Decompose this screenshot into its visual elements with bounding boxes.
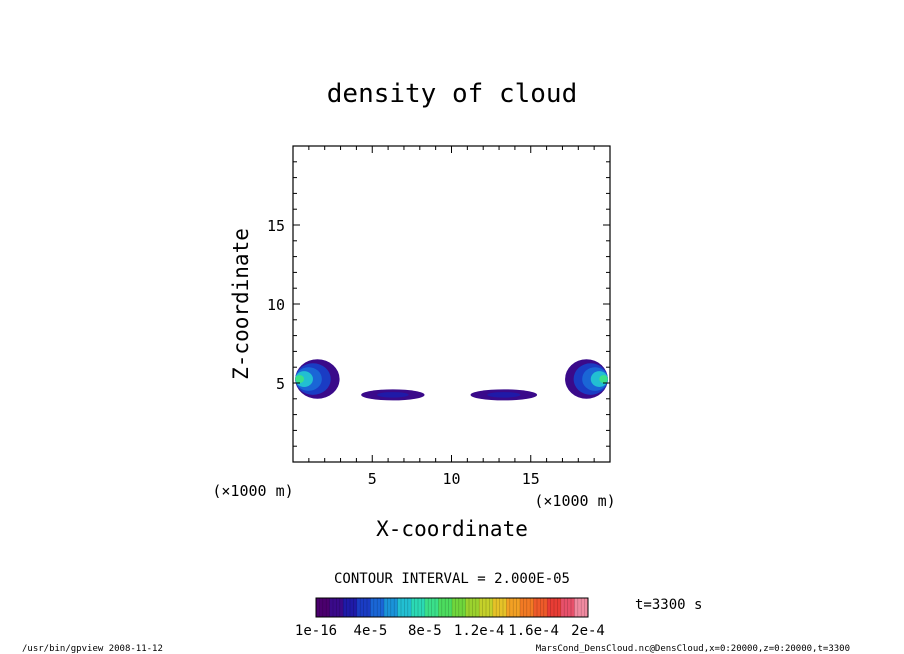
colorbar-swatch	[506, 598, 521, 617]
colorbar	[315, 598, 589, 617]
colorbar-label: 1e-16	[295, 623, 337, 639]
colorbar-swatch	[424, 598, 439, 617]
colorbar-label: 1.6e-4	[508, 623, 559, 639]
colorbar-swatch	[547, 598, 562, 617]
colorbar-swatch	[479, 598, 494, 617]
colorbar-label: 4e-5	[354, 623, 388, 639]
footer-left: /usr/bin/gpview 2008-11-12	[22, 644, 163, 654]
x-unit-right: (×1000 m)	[534, 492, 615, 510]
colorbar-swatch	[520, 598, 535, 617]
colorbar-label: 2e-4	[571, 623, 605, 639]
x-axis-label: X-coordinate	[376, 517, 528, 541]
left-core-level	[295, 375, 305, 383]
colorbar-frame	[315, 597, 589, 618]
x-tick-label: 10	[442, 470, 460, 488]
time-label: t=3300 s	[635, 597, 702, 613]
colorbar-swatch	[438, 598, 453, 617]
colorbar-swatch	[329, 598, 344, 617]
y-tick-label: 15	[267, 217, 285, 235]
x-unit-left: (×1000 m)	[212, 482, 293, 500]
colorbar-swatch	[465, 598, 480, 617]
colorbar-swatch	[492, 598, 507, 617]
colorbar-swatch	[356, 598, 371, 617]
colorbar-label: 1.2e-4	[454, 623, 505, 639]
axis-ticks: 5 10 15 5 10 15	[267, 146, 610, 488]
y-tick-label: 10	[267, 296, 285, 314]
colorbar-label: 8e-5	[408, 623, 442, 639]
colorbar-swatch	[452, 598, 467, 617]
x-tick-label: 15	[522, 470, 540, 488]
colorbar-swatch	[397, 598, 412, 617]
footer-right: MarsCond_DensCloud.nc@DensCloud,x=0:2000…	[536, 644, 850, 654]
y-axis-label: Z-coordinate	[229, 228, 253, 380]
left-inner-band-level	[377, 392, 409, 398]
contour-interval: CONTOUR INTERVAL = 2.000E-05	[334, 571, 570, 587]
colorbar-labels: 1e-16 4e-5 8e-5 1.2e-4 1.6e-4 2e-4	[295, 623, 605, 639]
colorbar-swatch	[411, 598, 426, 617]
colorbar-swatch	[370, 598, 385, 617]
density-contours	[295, 359, 608, 401]
right-core-level	[599, 375, 608, 383]
y-tick-label: 5	[276, 375, 285, 393]
colorbar-swatch	[384, 598, 399, 617]
colorbar-swatch	[343, 598, 358, 617]
colorbar-swatch	[560, 598, 575, 617]
chart-title: density of cloud	[327, 79, 577, 109]
colorbar-swatch	[533, 598, 548, 617]
x-tick-label: 5	[368, 470, 377, 488]
colorbar-swatch	[316, 598, 331, 617]
plot-frame	[292, 145, 611, 463]
plot-area: 5 10 15 5 10 15	[267, 145, 611, 488]
center-right-band-level	[487, 392, 521, 398]
colorbar-swatch	[574, 598, 589, 617]
